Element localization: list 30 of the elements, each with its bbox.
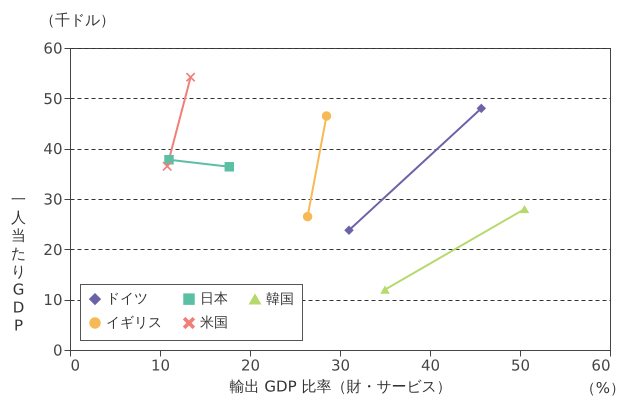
legend-label: 日本 [200, 291, 228, 308]
y-tick-label: 50 [43, 90, 62, 108]
y-axis-title: 一人当たりGDP [11, 190, 26, 334]
text: （%） [580, 379, 625, 397]
point [162, 162, 172, 172]
legend-label: 米国 [200, 315, 228, 331]
point [476, 104, 486, 114]
x-tick-label: 20 [240, 356, 260, 374]
y-tick-label: 60 [43, 40, 62, 58]
legend-label: 韓国 [266, 291, 294, 308]
point [302, 212, 312, 222]
y-tick-label: 10 [43, 291, 62, 310]
point [344, 225, 354, 235]
y-tick-label: 0 [52, 342, 62, 360]
point [224, 162, 234, 172]
point [322, 111, 332, 121]
legend-label: イギリス [106, 315, 162, 331]
x-tick-label: 30 [330, 356, 350, 374]
y-tick-label: 40 [43, 140, 62, 158]
x-tick-label: 60 [591, 356, 610, 374]
text: （千ドル） [40, 11, 115, 29]
y-tick-label: 20 [43, 240, 62, 259]
y-tick-label: 30 [43, 190, 62, 208]
x-tick-label: 0 [70, 356, 80, 374]
legend-label: ドイツ [106, 291, 148, 308]
point [186, 72, 196, 82]
x-tick-label: 40 [420, 356, 440, 374]
x-tick-label: 50 [510, 356, 530, 374]
x-axis-title: 輸出 GDP 比率（財・サービス） [230, 378, 452, 396]
x-tick-label: 10 [150, 356, 170, 374]
